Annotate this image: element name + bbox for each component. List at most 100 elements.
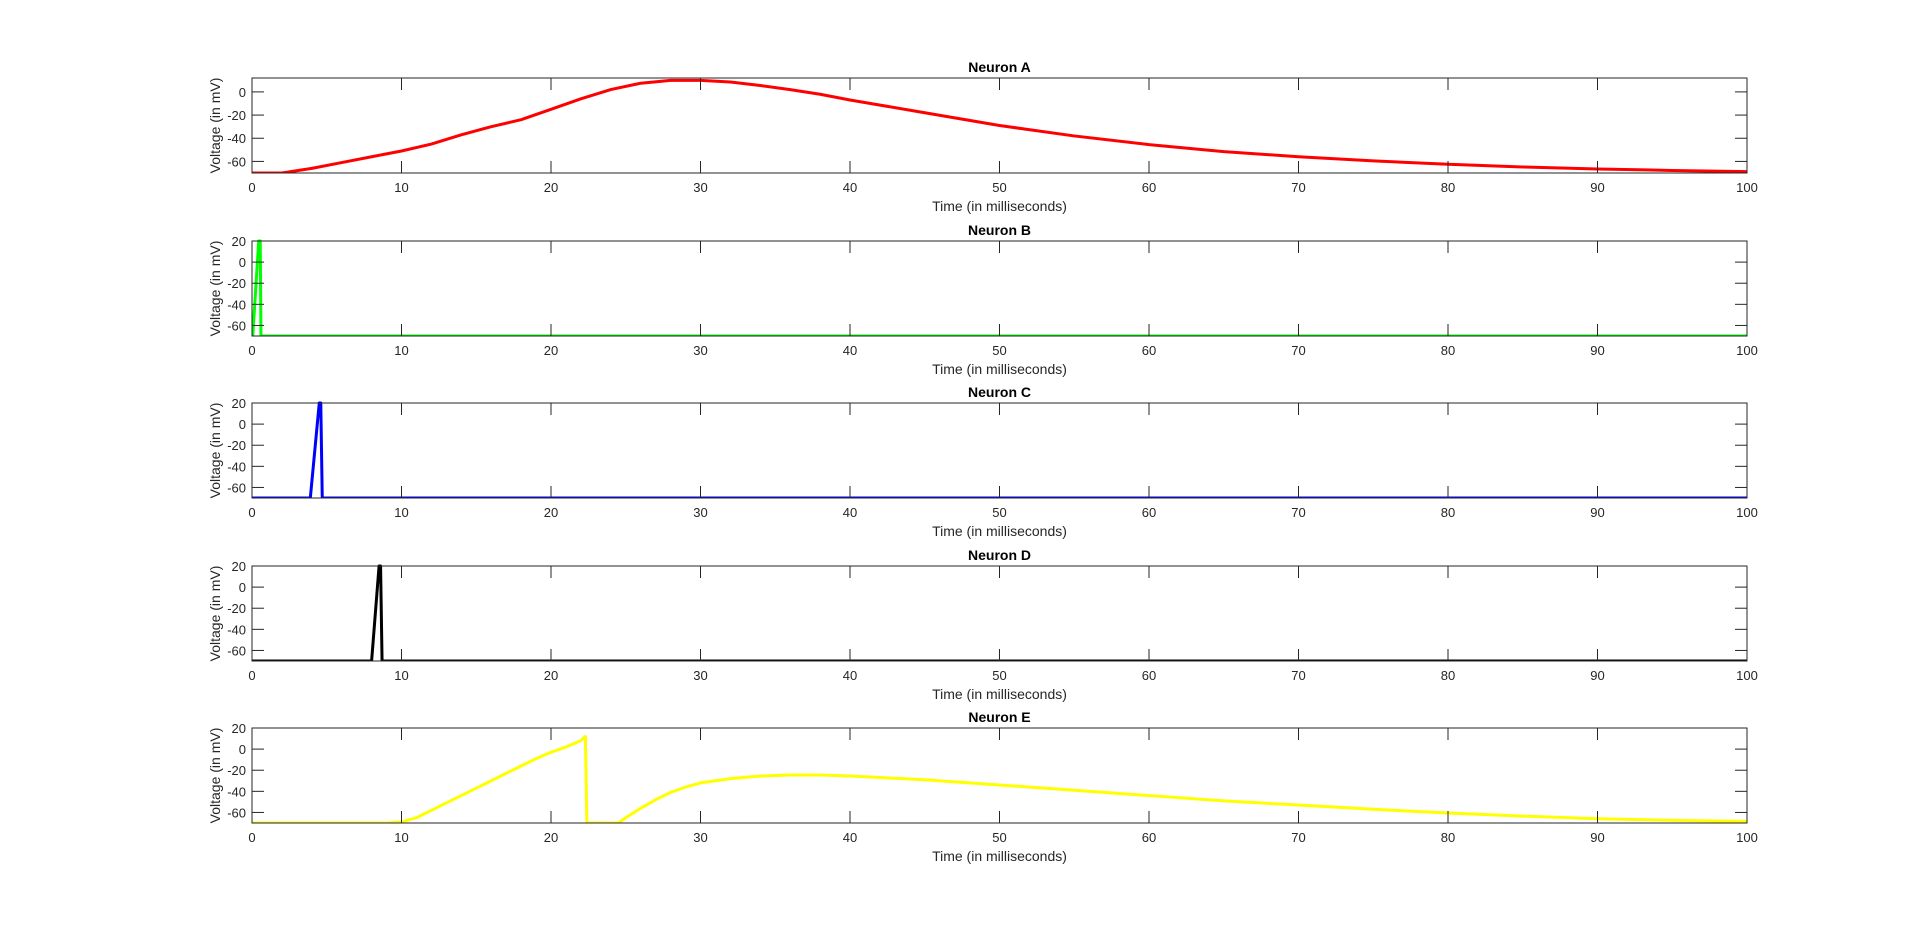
y-tick-label: -60 (227, 318, 246, 333)
y-tick-label: -60 (227, 643, 246, 658)
y-tick-label: 0 (239, 417, 246, 432)
x-tick-label: 10 (394, 180, 408, 195)
chart-panel-4: 0 10 20 30 40 50 60 70 80 90 100 -60 -40 -20 0 20 Neuron… (207, 547, 1758, 702)
y-tick-label: -40 (227, 297, 246, 312)
y-tick-label: 0 (239, 85, 246, 100)
x-tick-label: 100 (1736, 505, 1758, 520)
y-tick-label: 0 (239, 580, 246, 595)
x-axis-label: Time (in milliseconds) (932, 198, 1067, 214)
x-tick-label: 50 (992, 830, 1006, 845)
x-tick-label: 30 (693, 343, 707, 358)
x-tick-label: 90 (1590, 668, 1604, 683)
x-tick-label: 80 (1441, 505, 1455, 520)
x-tick-label: 0 (248, 830, 255, 845)
x-tick-label: 0 (248, 668, 255, 683)
x-tick-label: 30 (693, 668, 707, 683)
x-tick-label: 60 (1142, 180, 1156, 195)
x-tick-label: 40 (843, 505, 857, 520)
y-tick-label: 0 (239, 742, 246, 757)
x-tick-label: 90 (1590, 505, 1604, 520)
series-line-5-1 (252, 734, 1747, 823)
y-tick-label: -20 (227, 438, 246, 453)
x-tick-label: 0 (248, 343, 255, 358)
x-tick-label: 90 (1590, 180, 1604, 195)
x-tick-label: 20 (544, 343, 558, 358)
chart-title: Neuron D (968, 547, 1031, 563)
y-axis-label: Voltage (in mV) (207, 728, 223, 824)
chart-panel-1: 0 10 20 30 40 50 60 70 80 90 100 -60 -40 -20 0 Neuron A… (207, 59, 1758, 214)
y-tick-label: -20 (227, 763, 246, 778)
y-tick-label: -20 (227, 108, 246, 123)
x-axis-label: Time (in milliseconds) (932, 686, 1067, 702)
chart-panel-3: 0 10 20 30 40 50 60 70 80 90 100 -60 -40 -20 0 20 Neuron… (207, 384, 1758, 539)
x-tick-label: 10 (394, 343, 408, 358)
y-tick-label: -40 (227, 622, 246, 637)
x-tick-label: 50 (992, 668, 1006, 683)
x-tick-label: 90 (1590, 343, 1604, 358)
x-tick-label: 30 (693, 180, 707, 195)
x-tick-label: 30 (693, 505, 707, 520)
x-tick-label: 100 (1736, 343, 1758, 358)
y-tick-label: 20 (232, 396, 246, 411)
x-axis-label: Time (in milliseconds) (932, 848, 1067, 864)
x-tick-label: 80 (1441, 830, 1455, 845)
x-tick-label: 60 (1142, 668, 1156, 683)
x-axis-label: Time (in milliseconds) (932, 361, 1067, 377)
x-tick-label: 50 (992, 505, 1006, 520)
chart-panel-2: 0 10 20 30 40 50 60 70 80 90 100 -60 -40 -20 0 20 Neuron… (207, 222, 1758, 377)
x-tick-label: 100 (1736, 830, 1758, 845)
x-tick-label: 10 (394, 668, 408, 683)
y-axis-label: Voltage (in mV) (207, 403, 223, 499)
x-tick-label: 40 (843, 180, 857, 195)
x-tick-label: 10 (394, 830, 408, 845)
y-tick-label: 20 (232, 559, 246, 574)
x-tick-label: 70 (1291, 505, 1305, 520)
x-tick-label: 50 (992, 343, 1006, 358)
y-axis-label: Voltage (in mV) (207, 78, 223, 174)
y-tick-label: -60 (227, 154, 246, 169)
chart-title: Neuron B (968, 222, 1031, 238)
chart-title: Neuron C (968, 384, 1031, 400)
y-tick-label: 20 (232, 234, 246, 249)
x-tick-label: 40 (843, 830, 857, 845)
y-tick-label: -20 (227, 601, 246, 616)
x-tick-label: 80 (1441, 668, 1455, 683)
x-tick-label: 80 (1441, 343, 1455, 358)
x-tick-label: 0 (248, 505, 255, 520)
x-tick-label: 70 (1291, 668, 1305, 683)
x-tick-label: 100 (1736, 668, 1758, 683)
x-tick-label: 60 (1142, 505, 1156, 520)
chart-panel-5: 0 10 20 30 40 50 60 70 80 90 100 -60 -40 -20 0 20 Neuron… (207, 709, 1758, 864)
y-tick-label: -60 (227, 480, 246, 495)
x-tick-label: 100 (1736, 180, 1758, 195)
x-tick-label: 40 (843, 343, 857, 358)
x-tick-label: 10 (394, 505, 408, 520)
x-tick-label: 30 (693, 830, 707, 845)
x-tick-label: 0 (248, 180, 255, 195)
x-tick-label: 20 (544, 180, 558, 195)
x-tick-label: 90 (1590, 830, 1604, 845)
y-tick-label: -40 (227, 131, 246, 146)
y-axis-label: Voltage (in mV) (207, 241, 223, 337)
x-tick-label: 60 (1142, 830, 1156, 845)
y-tick-label: -60 (227, 805, 246, 820)
series-line-1-1 (252, 78, 1747, 173)
x-tick-label: 20 (544, 830, 558, 845)
x-tick-label: 80 (1441, 180, 1455, 195)
x-tick-label: 20 (544, 505, 558, 520)
y-tick-label: -40 (227, 459, 246, 474)
y-tick-label: -40 (227, 784, 246, 799)
chart-title: Neuron E (968, 709, 1030, 725)
x-tick-label: 50 (992, 180, 1006, 195)
x-tick-label: 40 (843, 668, 857, 683)
y-tick-label: 0 (239, 255, 246, 270)
y-tick-label: 20 (232, 721, 246, 736)
x-tick-label: 70 (1291, 830, 1305, 845)
y-axis-label: Voltage (in mV) (207, 566, 223, 662)
x-tick-label: 70 (1291, 180, 1305, 195)
y-tick-label: -20 (227, 276, 246, 291)
x-tick-label: 60 (1142, 343, 1156, 358)
chart-title: Neuron A (968, 59, 1030, 75)
